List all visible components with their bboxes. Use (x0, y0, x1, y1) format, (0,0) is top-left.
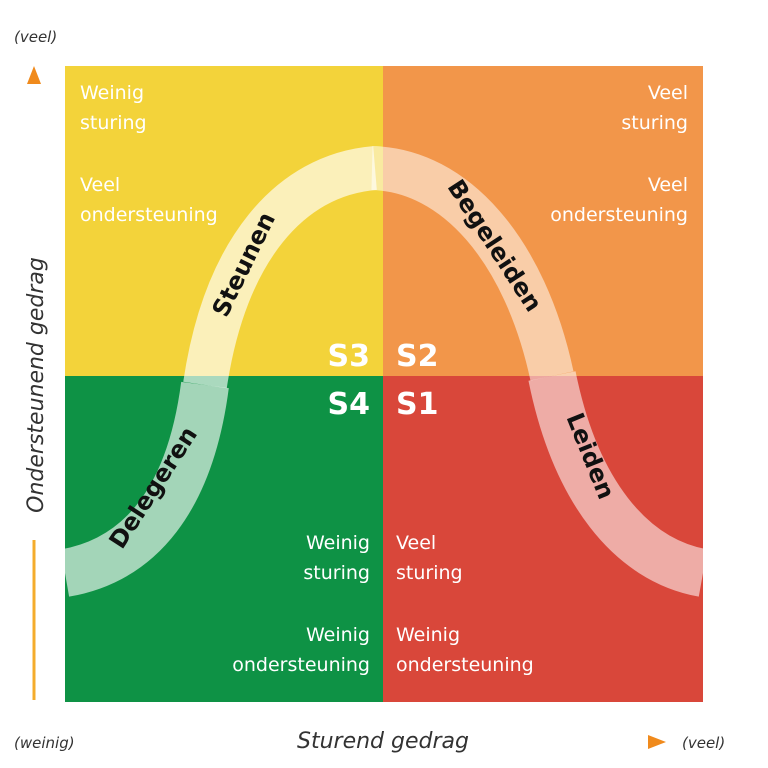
curve-segment-leiden (528, 371, 709, 597)
s2-directive-line1: Veel (648, 82, 688, 104)
quadrant-code-s1: S1 (396, 387, 438, 422)
curve-segment-delegeren (60, 381, 229, 597)
curve-segment-steunen (183, 146, 378, 389)
s1-supportive-line1: Weinig (396, 624, 460, 646)
x-axis-left-label: (weinig) (14, 734, 75, 752)
s1-supportive-line2: ondersteuning (396, 654, 534, 676)
s2-supportive-line2: ondersteuning (550, 204, 688, 226)
leadership-curve (60, 146, 709, 597)
s4-directive-line2: sturing (303, 562, 370, 584)
quadrant-code-s4: S4 (328, 387, 370, 422)
s4-directive-line1: Weinig (306, 532, 370, 554)
quadrant-code-s3: S3 (328, 339, 370, 374)
s4-supportive-line1: Weinig (306, 624, 370, 646)
quadrant-code-s2: S2 (396, 339, 438, 374)
y-axis-top-label: (veel) (14, 28, 57, 46)
s1-directive-line2: sturing (396, 562, 463, 584)
x-axis-title: Sturend gedrag (297, 729, 469, 754)
s2-directive-line2: sturing (621, 112, 688, 134)
s3-supportive-line1: Veel (80, 174, 120, 196)
s3-directive-line1: Weinig (80, 82, 144, 104)
s2-supportive-line1: Veel (648, 174, 688, 196)
y-axis-arrow-up (27, 66, 41, 230)
s3-directive-line2: sturing (80, 112, 147, 134)
s3-supportive-line2: ondersteuning (80, 204, 218, 226)
x-axis-arrow-right (490, 735, 666, 749)
y-axis-title: Ondersteunend gedrag (24, 257, 49, 513)
s1-directive-line1: Veel (396, 532, 436, 554)
s4-supportive-line2: ondersteuning (232, 654, 370, 676)
x-axis-right-label: (veel) (682, 734, 725, 752)
curve-segment-begeleiden (370, 146, 574, 381)
